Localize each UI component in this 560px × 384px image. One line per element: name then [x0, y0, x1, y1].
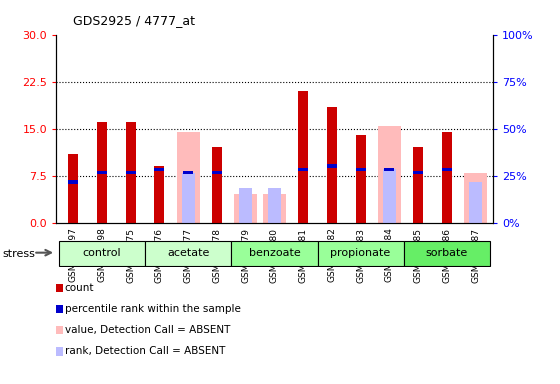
Bar — [263, 195, 286, 223]
Text: benzoate: benzoate — [249, 248, 300, 258]
Bar — [327, 164, 337, 168]
Bar — [464, 172, 487, 223]
Text: percentile rank within the sample: percentile rank within the sample — [64, 304, 240, 314]
Text: propionate: propionate — [330, 248, 391, 258]
Bar — [182, 172, 195, 223]
Bar — [356, 135, 366, 223]
Text: rank, Detection Call = ABSENT: rank, Detection Call = ABSENT — [64, 346, 225, 356]
Bar — [298, 91, 308, 223]
Bar — [145, 242, 231, 266]
Bar — [413, 170, 423, 174]
Bar — [298, 167, 308, 171]
Text: sorbate: sorbate — [426, 248, 468, 258]
Bar — [442, 167, 452, 171]
Bar — [59, 242, 145, 266]
Bar — [125, 122, 136, 223]
Bar — [212, 147, 222, 223]
Text: acetate: acetate — [167, 248, 209, 258]
Bar — [97, 122, 107, 223]
Bar — [97, 170, 107, 174]
Bar — [183, 170, 193, 174]
Bar — [404, 242, 490, 266]
Text: value, Detection Call = ABSENT: value, Detection Call = ABSENT — [64, 325, 230, 335]
Bar — [318, 242, 404, 266]
Text: stress: stress — [3, 249, 36, 259]
Bar — [356, 167, 366, 171]
Bar — [378, 126, 401, 223]
Bar — [442, 132, 452, 223]
Bar — [469, 182, 482, 223]
Bar — [177, 132, 200, 223]
Bar — [383, 169, 396, 223]
Bar — [327, 107, 337, 223]
Text: control: control — [83, 248, 122, 258]
Bar — [68, 180, 78, 184]
Bar — [234, 195, 257, 223]
Bar — [212, 170, 222, 174]
Bar — [239, 188, 252, 223]
Bar — [155, 166, 165, 223]
Text: GDS2925 / 4777_at: GDS2925 / 4777_at — [73, 14, 195, 27]
Bar — [413, 147, 423, 223]
Bar — [68, 154, 78, 223]
Bar — [231, 242, 318, 266]
Bar — [125, 170, 136, 174]
Text: count: count — [64, 283, 94, 293]
Bar — [268, 188, 281, 223]
Bar — [155, 167, 165, 171]
Bar — [384, 167, 394, 171]
